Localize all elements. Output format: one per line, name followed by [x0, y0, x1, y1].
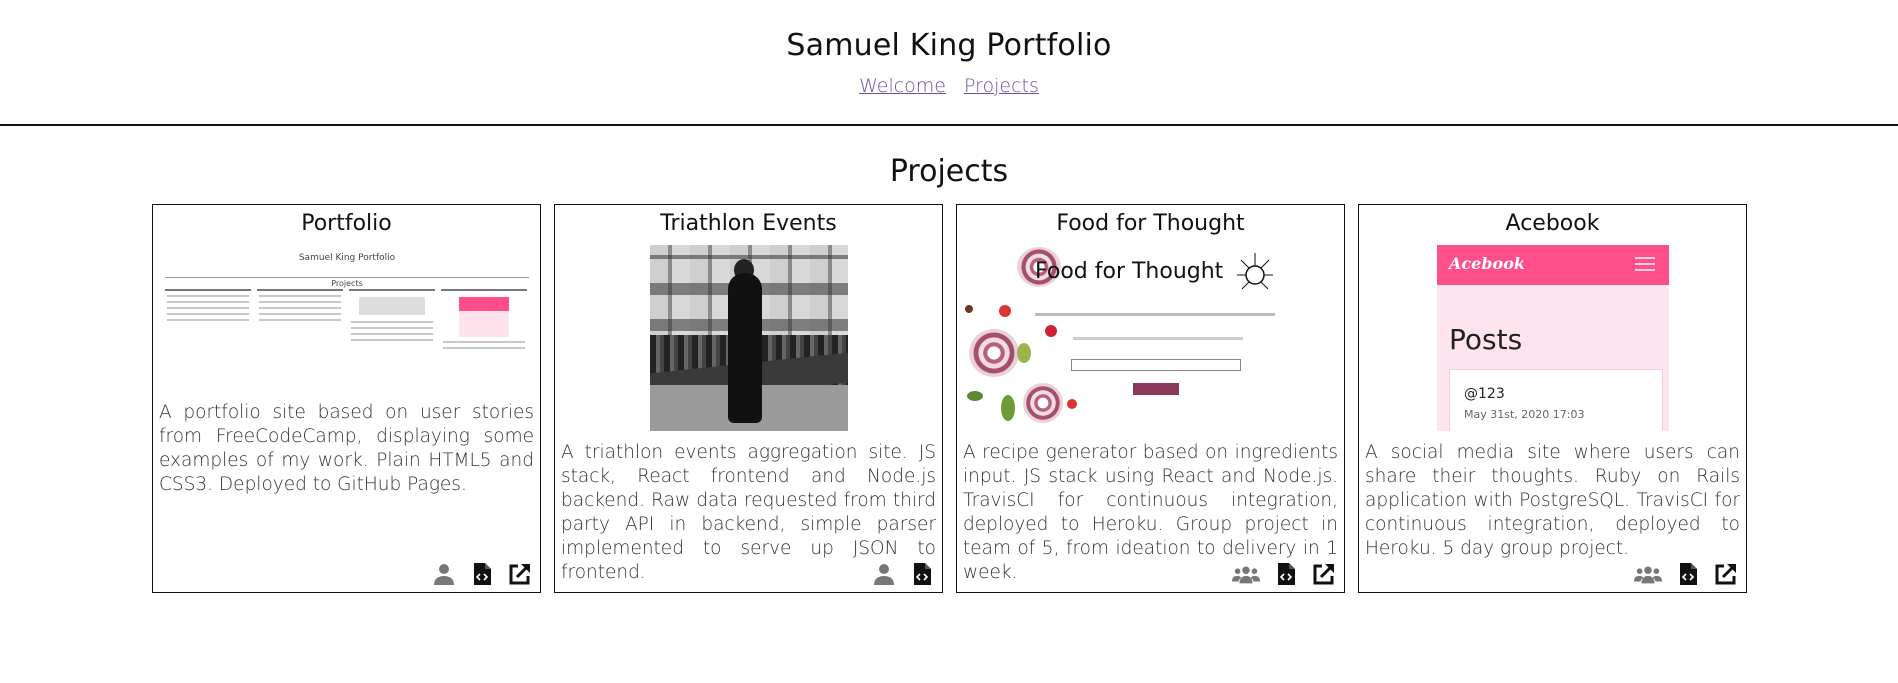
card-description: A social media site where users can shar…	[1365, 442, 1740, 559]
external-link-icon[interactable]	[1714, 562, 1738, 586]
site-header: Samuel King Portfolio Welcome Projects	[0, 0, 1898, 126]
site-title: Samuel King Portfolio	[786, 28, 1112, 63]
thumb-title: Samuel King Portfolio	[298, 253, 396, 263]
thumb-post: @123 May 31st, 2020 17:03	[1449, 369, 1663, 431]
card-description: A portfolio site based on user stories f…	[159, 402, 534, 495]
project-screenshot[interactable]: Acebook Posts @123 May 31st, 2020 17:03	[1437, 245, 1669, 431]
thumb-card	[349, 289, 435, 373]
main-nav: Welcome Projects	[0, 75, 1898, 97]
code-file-icon[interactable]	[1676, 562, 1700, 586]
thumb-post-user: @123	[1464, 386, 1505, 402]
card-description: A recipe generator based on ingredients …	[963, 442, 1338, 583]
nav-link-projects[interactable]: Projects	[964, 75, 1039, 97]
card-icons	[1634, 562, 1738, 586]
external-link-icon[interactable]	[508, 562, 532, 586]
thumb-post-date: May 31st, 2020 17:03	[1464, 408, 1585, 421]
code-file-icon[interactable]	[470, 562, 494, 586]
project-card-food-for-thought: Food for Thought Food for Thought A reci…	[956, 204, 1345, 593]
project-cards: Portfolio Samuel King Portfolio Projects…	[152, 204, 1747, 593]
card-icons	[1232, 562, 1336, 586]
thumb-divider	[165, 277, 529, 278]
thumb-card	[441, 289, 527, 373]
code-file-icon[interactable]	[910, 562, 934, 586]
projects-heading: Projects	[889, 154, 1009, 189]
thumb-posts-heading: Posts	[1449, 323, 1523, 356]
thumb-title: Food for Thought	[1035, 259, 1224, 284]
user-icon	[434, 564, 454, 585]
users-icon	[1232, 566, 1260, 584]
project-card-acebook: Acebook Acebook Posts @123 May 31st, 202…	[1358, 204, 1747, 593]
thumb-navbar: Acebook	[1437, 245, 1669, 285]
thumb-card	[257, 289, 343, 373]
card-title: Portfolio	[301, 211, 392, 236]
project-screenshot[interactable]	[650, 245, 848, 431]
project-screenshot[interactable]: Samuel King Portfolio Projects	[165, 245, 529, 375]
brain-icon	[1237, 253, 1273, 290]
card-icons	[432, 562, 532, 586]
card-title: Acebook	[1505, 211, 1600, 236]
project-card-triathlon: Triathlon Events A triathlon events aggr…	[554, 204, 943, 593]
card-description: A triathlon events aggregation site. JS …	[561, 442, 936, 583]
project-screenshot[interactable]: Food for Thought	[963, 245, 1340, 431]
nav-link-welcome[interactable]: Welcome	[859, 75, 946, 97]
users-icon	[1634, 566, 1662, 584]
thumb-card	[165, 289, 251, 373]
thumb-projects-heading: Projects	[331, 279, 363, 288]
project-card-portfolio: Portfolio Samuel King Portfolio Projects…	[152, 204, 541, 593]
external-link-icon[interactable]	[1312, 562, 1336, 586]
card-title: Triathlon Events	[660, 211, 837, 236]
code-file-icon[interactable]	[1274, 562, 1298, 586]
card-icons	[872, 562, 934, 586]
acebook-logo: Acebook	[1449, 254, 1525, 273]
hamburger-menu-icon	[1635, 257, 1655, 271]
user-icon	[874, 564, 894, 585]
card-title: Food for Thought	[1056, 211, 1245, 236]
